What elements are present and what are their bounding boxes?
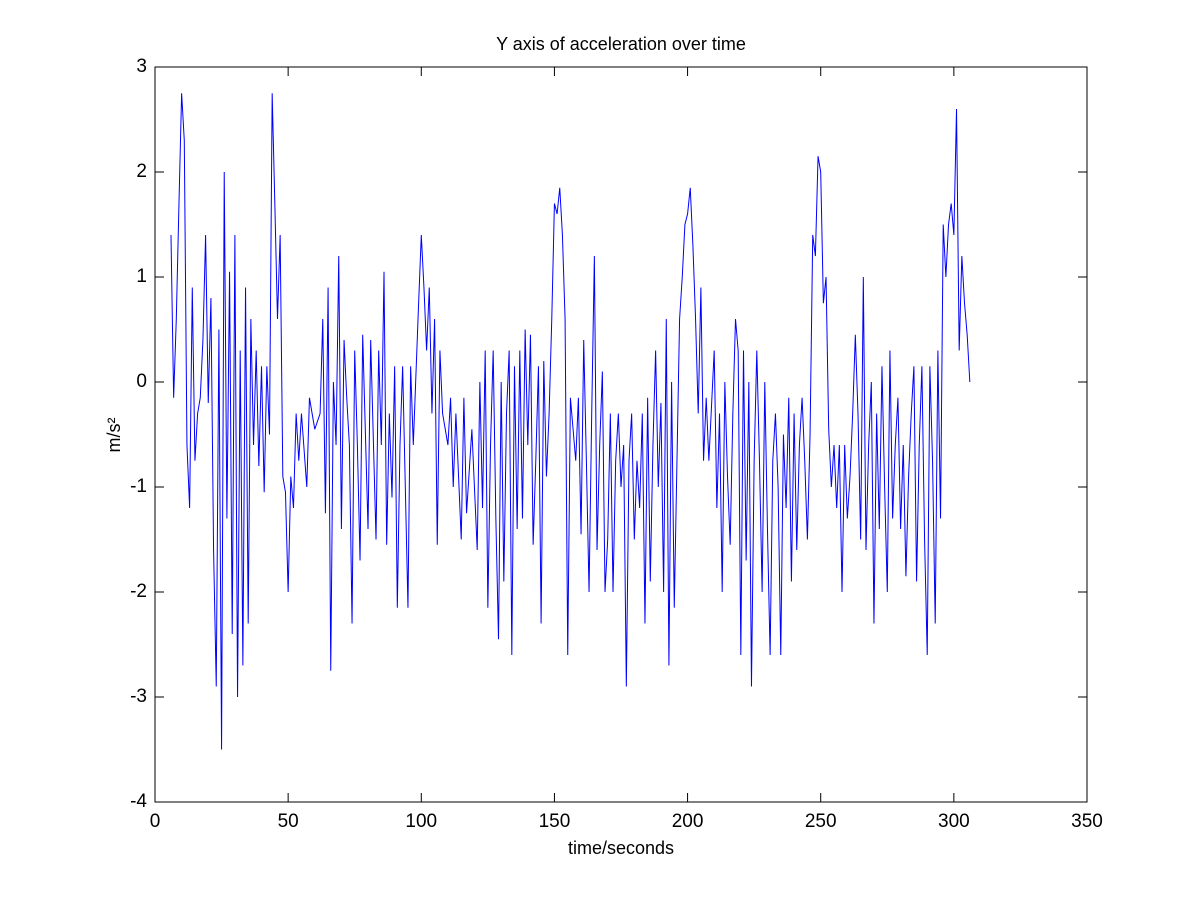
y-tick-label: -3 [130, 686, 147, 707]
x-tick-label: 100 [405, 811, 437, 832]
y-tick-label: -4 [130, 791, 147, 812]
y-tick-label: -2 [130, 581, 147, 602]
x-tick-label: 0 [150, 811, 161, 832]
x-tick-label: 250 [805, 811, 837, 832]
y-tick-label: 3 [136, 56, 147, 77]
y-tick-label: 2 [136, 161, 147, 182]
y-tick-label: 1 [136, 266, 147, 287]
chart-title: Y axis of acceleration over time [496, 34, 746, 54]
plot-area [154, 66, 1088, 803]
x-tick-label: 200 [672, 811, 704, 832]
x-axis-label: time/seconds [568, 838, 674, 858]
x-tick-label: 300 [938, 811, 970, 832]
x-tick-label: 350 [1071, 811, 1103, 832]
y-tick-label: -1 [130, 476, 147, 497]
x-tick-label: 50 [278, 811, 299, 832]
data-line [170, 93, 971, 750]
x-tick-label: 150 [539, 811, 571, 832]
y-axis-label: m/s² [104, 418, 124, 453]
y-tick-label: 0 [136, 371, 147, 392]
